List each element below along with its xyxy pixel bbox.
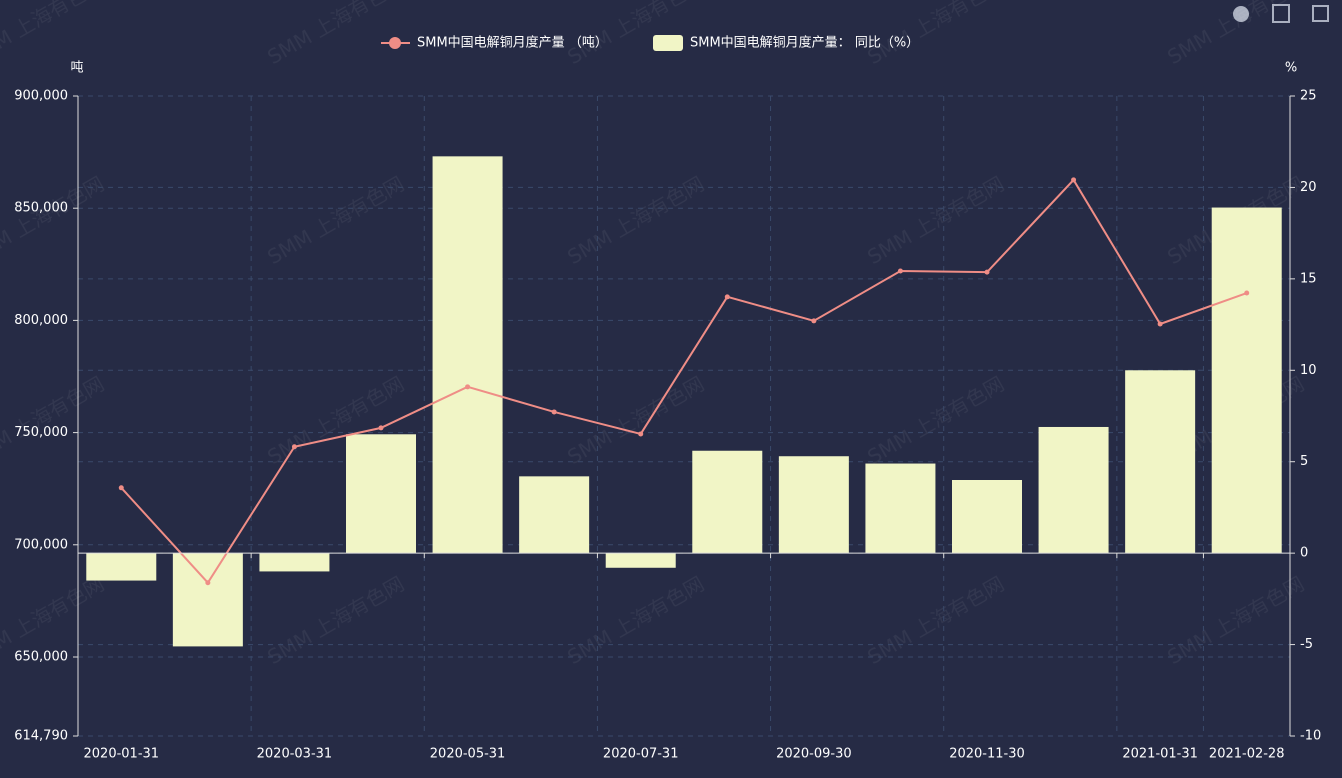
y2-tick-label: 15 xyxy=(1300,271,1317,286)
bar xyxy=(86,553,157,581)
point xyxy=(465,384,471,390)
point xyxy=(984,269,990,275)
save-image-icon[interactable] xyxy=(1272,4,1290,23)
y-tick-label: 750,000 xyxy=(14,425,68,440)
watermark: SMM 上海有色网 xyxy=(1163,0,1308,69)
watermark: SMM 上海有色网 xyxy=(263,172,408,270)
point xyxy=(205,580,211,586)
y2-tick-label: 5 xyxy=(1300,454,1308,469)
watermark: SMM 上海有色网 xyxy=(563,572,708,670)
x-tick-label: 2021-02-28 xyxy=(1209,747,1285,762)
y-tick-label: 650,000 xyxy=(14,649,68,664)
bar xyxy=(1038,426,1109,554)
watermark: SMM 上海有色网 xyxy=(263,572,408,670)
x-tick-label: 2021-01-31 xyxy=(1122,747,1198,762)
bar xyxy=(778,456,849,554)
point xyxy=(551,409,557,415)
x-tick-label: 2020-11-30 xyxy=(949,747,1025,762)
y2-tick-label: 25 xyxy=(1300,89,1317,104)
fullscreen-icon[interactable] xyxy=(1312,5,1329,22)
y-tick-label: 800,000 xyxy=(14,313,68,328)
y2-tick-label: -10 xyxy=(1300,729,1321,744)
y2-tick-label: 20 xyxy=(1300,180,1317,195)
bar xyxy=(259,553,330,572)
bar xyxy=(692,450,763,554)
bar xyxy=(1125,370,1196,554)
x-tick-label: 2020-07-31 xyxy=(603,747,679,762)
point xyxy=(638,431,644,437)
bar xyxy=(952,480,1022,554)
point xyxy=(1071,177,1077,183)
legend-marker xyxy=(653,35,683,51)
bar xyxy=(172,553,243,647)
watermark: SMM 上海有色网 xyxy=(1163,572,1308,670)
y2-tick-label: 0 xyxy=(1300,546,1308,561)
palette-icon[interactable] xyxy=(1233,6,1249,22)
bar xyxy=(432,156,503,554)
point xyxy=(118,485,124,491)
toolbox[interactable] xyxy=(1233,4,1329,23)
line xyxy=(120,178,1248,585)
watermark: SMM 上海有色网 xyxy=(263,0,408,69)
watermark: SMM 上海有色网 xyxy=(863,372,1008,470)
legend-label: SMM中国电解铜月度产量： 同比（%） xyxy=(690,35,919,51)
point xyxy=(1157,321,1163,327)
bar xyxy=(605,553,676,568)
y-axis-label: 吨 xyxy=(70,61,83,76)
bar xyxy=(346,434,416,554)
legend-label: SMM中国电解铜月度产量 （吨） xyxy=(417,35,608,51)
y-tick-label: 900,000 xyxy=(14,89,68,104)
x-tick-label: 2020-03-31 xyxy=(257,747,333,762)
point xyxy=(811,318,817,324)
watermark: SMM 上海有色网 xyxy=(0,372,108,470)
point xyxy=(291,444,297,450)
y-tick-label: 700,000 xyxy=(14,537,68,552)
bar xyxy=(865,463,936,554)
watermark: SMM 上海有色网 xyxy=(863,172,1008,270)
x-tick-label: 2020-05-31 xyxy=(430,747,506,762)
point xyxy=(378,425,384,431)
watermark: SMM 上海有色网 xyxy=(0,172,108,270)
x-tick-label: 2020-01-31 xyxy=(84,747,160,762)
watermark: SMM 上海有色网 xyxy=(863,572,1008,670)
watermark: SMM 上海有色网 xyxy=(563,172,708,270)
point xyxy=(724,294,730,300)
y-tick-label: 850,000 xyxy=(14,201,68,216)
x-tick-label: 2020-09-30 xyxy=(776,747,852,762)
bar xyxy=(519,476,590,554)
watermark: SMM 上海有色网 xyxy=(0,0,108,69)
legend-marker xyxy=(389,37,401,49)
y2-axis-label: % xyxy=(1285,61,1297,76)
point xyxy=(897,268,903,274)
y-tick-label: 614,790 xyxy=(14,729,68,744)
point xyxy=(1244,290,1250,296)
y2-tick-label: -5 xyxy=(1300,637,1313,652)
bar xyxy=(1211,207,1282,554)
y2-tick-label: 10 xyxy=(1300,363,1317,378)
